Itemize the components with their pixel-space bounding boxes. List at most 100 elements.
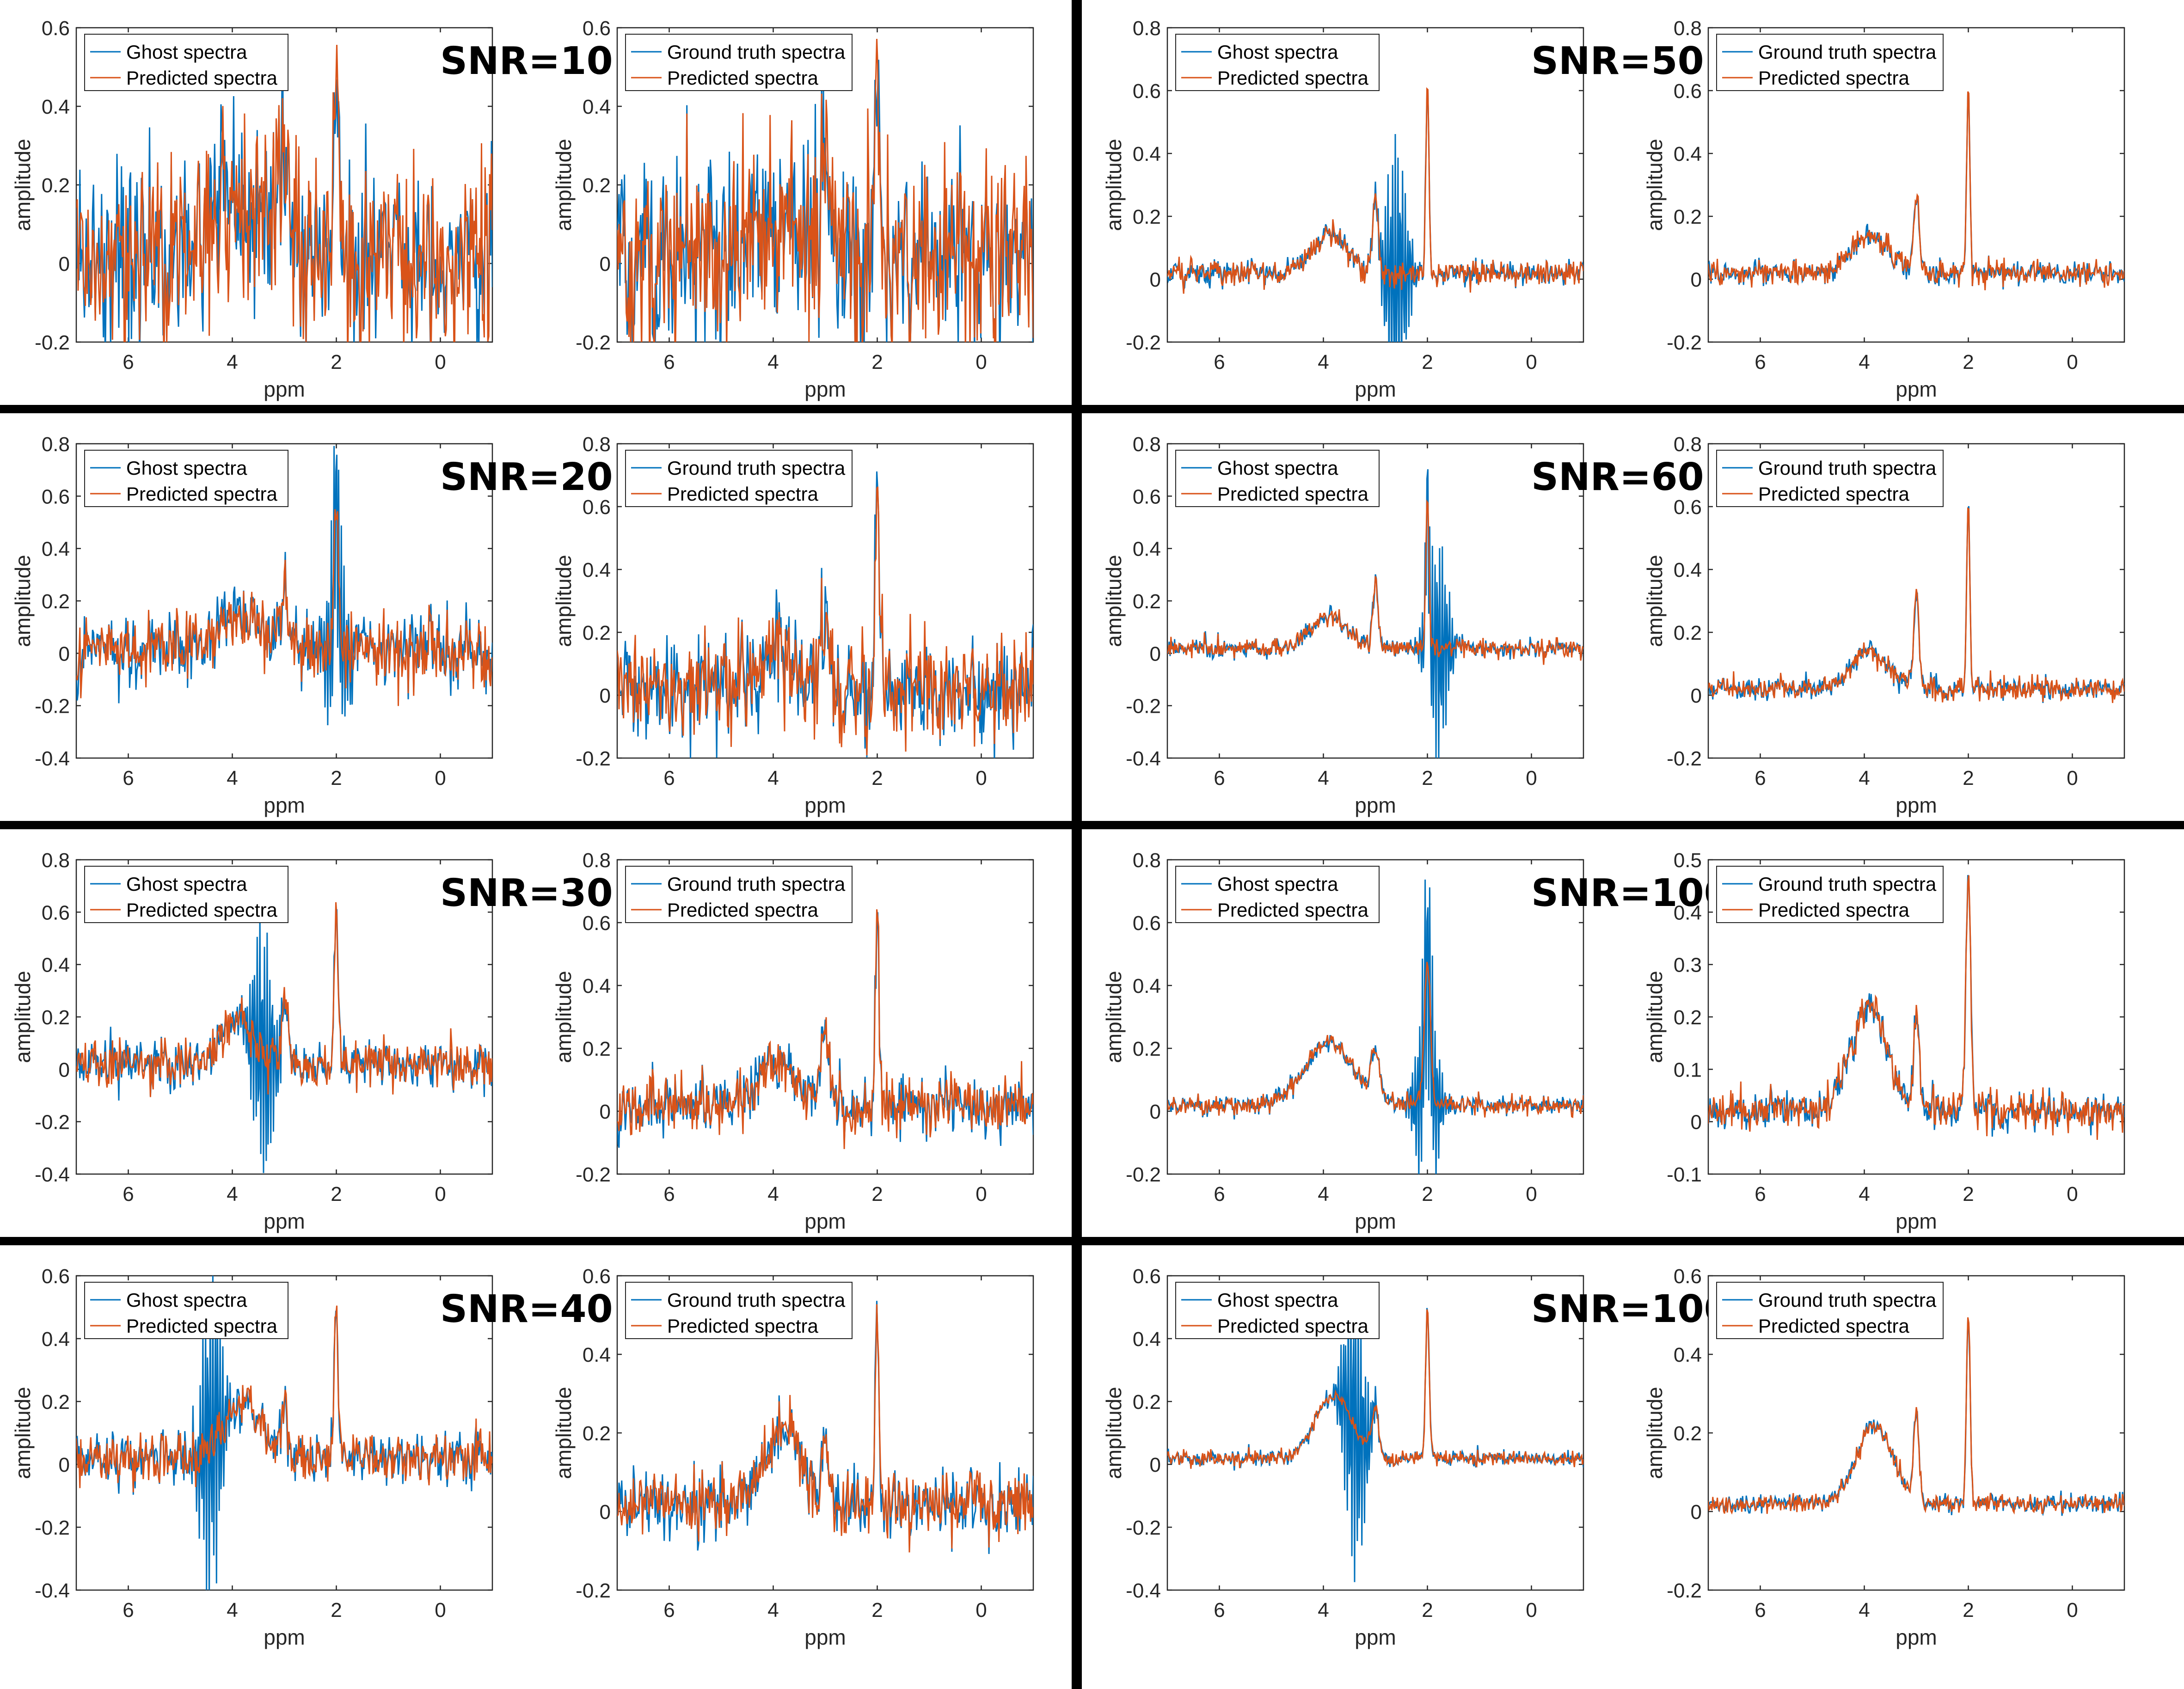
y-tick-label: -0.1 [1667,1163,1702,1186]
y-axis-label: amplitude [11,139,35,231]
vertical-divider [1072,0,1082,1689]
x-tick-label: 4 [227,351,238,373]
y-tick-label: 0.8 [42,433,70,456]
x-tick-label: 6 [123,767,134,789]
y-tick-label: 0.2 [1674,1422,1702,1445]
x-tick-label: 0 [1526,1183,1537,1206]
y-tick-label: 0.2 [583,1422,611,1445]
y-tick-label: 0.2 [42,1391,70,1414]
legend-label: Ground truth spectra [667,1289,846,1311]
y-tick-label: 0 [59,1059,70,1081]
x-tick-label: 4 [227,1599,238,1622]
y-tick-label: -0.2 [1667,331,1702,354]
y-tick-label: 0.4 [42,1328,70,1351]
spectrum-panel: -0.2 0 0.2 0.4 0.6 6 4 2 0 ppm amplitude Ground tru… [552,1265,1034,1649]
y-tick-label: 0 [600,1501,611,1524]
spectrum-panel: -0.4 -0.2 0 0.2 0.4 0.6 0.8 6 4 2 0 ppm amplitude Gho… [11,849,613,1233]
y-tick-label: 0.2 [42,1006,70,1029]
x-tick-label: 2 [1422,1183,1433,1206]
y-tick-label: 0.5 [1674,849,1702,872]
x-tick-label: 6 [123,1183,134,1206]
y-tick-label: 0.4 [583,1344,611,1366]
legend-label: Predicted spectra [126,67,277,89]
legend-box [1175,34,1380,91]
legend-label: Predicted spectra [126,899,277,921]
legend-label: Predicted spectra [667,67,818,89]
y-tick-label: 0.2 [583,1038,611,1060]
x-axis-label: ppm [1896,1625,1937,1649]
legend-box [1175,866,1380,923]
y-tick-label: 0.6 [1674,496,1702,519]
y-tick-label: -0.2 [576,331,611,354]
predicted-spectrum-line [76,902,492,1097]
x-tick-label: 0 [975,1183,987,1206]
legend-box [1716,34,1944,91]
legend-label: Predicted spectra [1217,1315,1368,1337]
x-tick-label: 4 [1318,1599,1329,1622]
y-tick-label: -0.2 [576,1579,611,1602]
x-tick-label: 0 [435,767,446,789]
y-axis-label: amplitude [552,971,576,1063]
y-tick-label: -0.2 [35,1517,70,1539]
y-tick-label: 0.6 [42,901,70,924]
y-tick-label: 0.2 [1674,622,1702,644]
x-tick-label: 4 [767,1183,779,1206]
y-axis-label: amplitude [1643,139,1667,231]
x-tick-label: 6 [1755,351,1766,373]
snr-label: SNR=50 [1531,39,1704,83]
legend-label: Ground truth spectra [667,873,846,895]
x-tick-label: 2 [1963,1599,1974,1622]
y-tick-label: 0.6 [1674,80,1702,103]
y-tick-label: 0.4 [42,538,70,561]
x-tick-label: 6 [1214,1599,1225,1622]
snr-label: SNR=10 [440,39,613,83]
y-tick-label: -0.2 [576,747,611,770]
y-tick-label: 0.2 [1674,1006,1702,1029]
spectrum-panel: -0.4 -0.2 0 0.2 0.4 0.6 6 4 2 0 ppm amplitude Ghost … [1102,1265,1730,1649]
y-tick-label: 0.4 [583,559,611,581]
y-tick-label: 0.6 [1133,912,1161,935]
predicted-spectrum-line [617,1304,1033,1553]
predicted-spectrum-line [617,39,1033,342]
spectrum-panel: -0.2 0 0.2 0.4 0.6 0.8 6 4 2 0 ppm amplitude Ground … [552,849,1034,1233]
snr-label: SNR=100 [1531,871,1730,915]
predicted-spectrum-line [1708,507,2124,703]
y-tick-label: 0.3 [1674,954,1702,977]
y-axis-label: amplitude [11,971,35,1063]
x-tick-label: 2 [1422,351,1433,373]
x-tick-label: 2 [331,767,342,789]
y-tick-label: -0.4 [35,1579,70,1602]
predicted-spectrum-line [1167,87,1583,294]
y-tick-label: 0.6 [1674,1265,1702,1288]
y-tick-label: 0 [1691,1111,1702,1134]
x-tick-label: 6 [663,767,675,789]
legend-label: Ground truth spectra [667,457,846,479]
x-tick-label: 2 [331,351,342,373]
y-tick-label: 0.6 [583,17,611,40]
horizontal-divider [0,405,2184,413]
y-tick-label: 0.6 [583,912,611,935]
y-tick-label: 0 [59,253,70,275]
y-tick-label: -0.2 [1126,1163,1161,1186]
y-axis-label: amplitude [1102,555,1126,647]
y-tick-label: -0.2 [1126,695,1161,718]
y-tick-label: 0.8 [1133,433,1161,456]
y-tick-label: -0.2 [35,331,70,354]
x-tick-label: 0 [435,1599,446,1622]
x-axis-label: ppm [804,793,846,817]
legend-label: Predicted spectra [667,483,818,505]
y-tick-label: 0.4 [1674,1344,1702,1366]
y-tick-label: 0.4 [1674,901,1702,924]
y-tick-label: -0.2 [576,1163,611,1186]
x-tick-label: 2 [1422,1599,1433,1622]
y-tick-label: 0.2 [1133,590,1161,613]
predicted-spectrum-line [1708,1317,2124,1515]
x-tick-label: 2 [871,351,883,373]
x-axis-label: ppm [1355,1625,1396,1649]
x-tick-label: 6 [123,351,134,373]
x-tick-label: 4 [767,767,779,789]
predicted-spectrum-line [1167,499,1583,665]
legend-label: Predicted spectra [1758,1315,1909,1337]
y-tick-label: -0.2 [1667,1579,1702,1602]
